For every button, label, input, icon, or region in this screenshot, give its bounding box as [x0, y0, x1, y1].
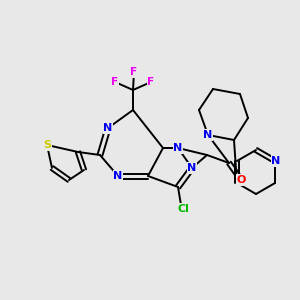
Text: N: N: [188, 163, 196, 173]
Text: N: N: [113, 171, 123, 181]
Text: N: N: [272, 156, 281, 166]
Text: O: O: [236, 175, 246, 185]
Text: S: S: [43, 140, 51, 150]
Text: F: F: [111, 77, 118, 87]
Text: N: N: [173, 143, 183, 153]
Text: N: N: [103, 123, 112, 133]
Text: F: F: [147, 77, 155, 87]
Text: F: F: [130, 67, 138, 77]
Text: Cl: Cl: [177, 204, 189, 214]
Text: N: N: [203, 130, 213, 140]
